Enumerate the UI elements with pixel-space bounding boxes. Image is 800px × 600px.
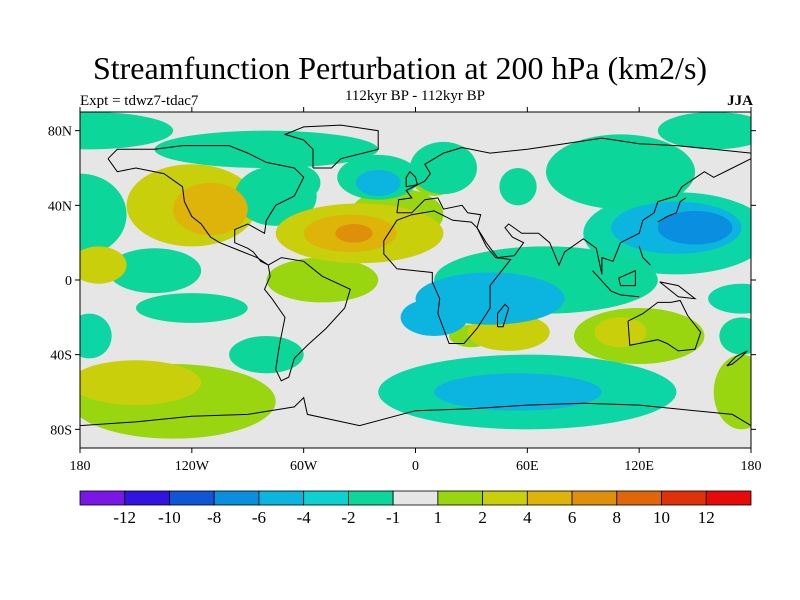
- coastline: [396, 137, 751, 213]
- coastline: [657, 197, 687, 223]
- field-contour-region: [80, 313, 112, 359]
- colorbar-swatch: [213, 490, 260, 506]
- colorbar-label: 8: [613, 508, 622, 527]
- colorbar-label: -8: [207, 508, 221, 527]
- field-contour-region: [229, 336, 304, 374]
- colorbar-swatch: [169, 490, 215, 506]
- colorbar-swatch: [661, 490, 707, 506]
- colorbar-swatch: [258, 490, 305, 506]
- field-contour-region: [173, 182, 248, 236]
- field-contour-region: [80, 360, 202, 406]
- coastline: [80, 396, 751, 427]
- field-contour-region: [719, 317, 751, 355]
- colorbar-swatch: [571, 490, 618, 506]
- colorbar-swatch: [482, 490, 528, 506]
- colorbar-swatch: [124, 490, 170, 506]
- colorbar-swatch: [437, 490, 484, 506]
- colorbar-swatch: [705, 490, 752, 506]
- field-contour-region: [335, 224, 373, 243]
- coastline: [497, 303, 510, 328]
- coastline: [107, 145, 305, 266]
- field-contour-region: [657, 112, 751, 150]
- field-contour-region: [266, 257, 379, 303]
- lon-tick-label: 120W: [175, 459, 210, 474]
- lon-tick-label: 180: [70, 459, 91, 474]
- field-contour-region: [154, 130, 379, 168]
- experiment-label: Expt = tdwz7-tdac7: [80, 93, 199, 109]
- field-contour-region: [355, 169, 401, 196]
- lon-tick-label: 60W: [290, 459, 318, 474]
- colorbar-label: 2: [478, 508, 487, 527]
- coastline: [383, 210, 512, 344]
- coastline: [638, 246, 651, 266]
- field-contour-region: [434, 373, 602, 411]
- lat-tick-label: 0: [65, 274, 72, 289]
- lat-tick-label: 40N: [48, 199, 72, 214]
- coastlines: [80, 124, 751, 427]
- lon-tick-label: 180: [741, 459, 762, 474]
- coastline: [283, 124, 379, 169]
- streamfunction-field: [80, 112, 751, 439]
- field-contour-region: [268, 164, 321, 202]
- colorbar-label: 1: [434, 508, 443, 527]
- colorbar-swatch: [303, 490, 349, 506]
- field-contour-region: [499, 168, 537, 206]
- colorbar-swatch: [347, 490, 394, 506]
- colorbar-label: -2: [341, 508, 355, 527]
- colorbar-label: -12: [113, 508, 136, 527]
- colorbar-label: 4: [523, 508, 532, 527]
- coastline: [592, 270, 640, 298]
- colorbar-label: -10: [158, 508, 181, 527]
- field-contour-region: [409, 141, 478, 195]
- chart-subtitle: 112kyr BP - 112kyr BP: [344, 88, 485, 104]
- colorbar-swatch: [616, 490, 662, 506]
- chart-title: Streamfunction Perturbation at 200 hPa (…: [92, 50, 708, 86]
- colorbar-label: 12: [698, 508, 715, 527]
- colorbar-swatch: [526, 490, 573, 506]
- field-contour-region: [545, 134, 696, 210]
- lat-tick-label: 40S: [50, 349, 72, 364]
- field-contour-region: [135, 293, 248, 323]
- field-contour-region: [713, 354, 751, 430]
- field-contour-region: [80, 112, 174, 150]
- colorbar-label: 6: [568, 508, 577, 527]
- season-label: JJA: [727, 93, 753, 109]
- coastline: [627, 299, 702, 352]
- colorbar-label: -1: [386, 508, 400, 527]
- lon-tick-label: 60E: [516, 459, 539, 474]
- colorbar-label: -6: [252, 508, 266, 527]
- lon-tick-label: 0: [412, 459, 419, 474]
- coastline: [618, 269, 636, 287]
- field-contour-region: [594, 317, 647, 348]
- colorbar-swatch: [79, 490, 126, 506]
- coastline: [396, 158, 751, 275]
- field-contour-region: [657, 210, 733, 245]
- lat-tick-label: 80N: [48, 125, 72, 140]
- field-contour-region: [400, 298, 468, 337]
- map-axes: 80N 40N 0 40S 80S 180 120W 60W 0 60E 120E 180: [48, 107, 762, 474]
- coastline: [726, 350, 748, 367]
- field-contour-region: [107, 248, 202, 294]
- coastline: [405, 170, 419, 188]
- colorbar: -12 -10 -8 -6 -4 -2 -1 1 2 4 6 8 10 12: [79, 490, 752, 527]
- coastline: [263, 257, 351, 382]
- field-contour-region: [80, 246, 127, 284]
- lat-tick-label: 80S: [50, 423, 72, 438]
- colorbar-label: -4: [297, 508, 312, 527]
- field-contour-region: [80, 173, 127, 256]
- colorbar-swatch: [392, 490, 439, 506]
- colorbar-label: 10: [653, 508, 670, 527]
- coastline: [659, 281, 697, 300]
- field-contour-region: [708, 283, 751, 314]
- lon-tick-label: 120E: [624, 459, 654, 474]
